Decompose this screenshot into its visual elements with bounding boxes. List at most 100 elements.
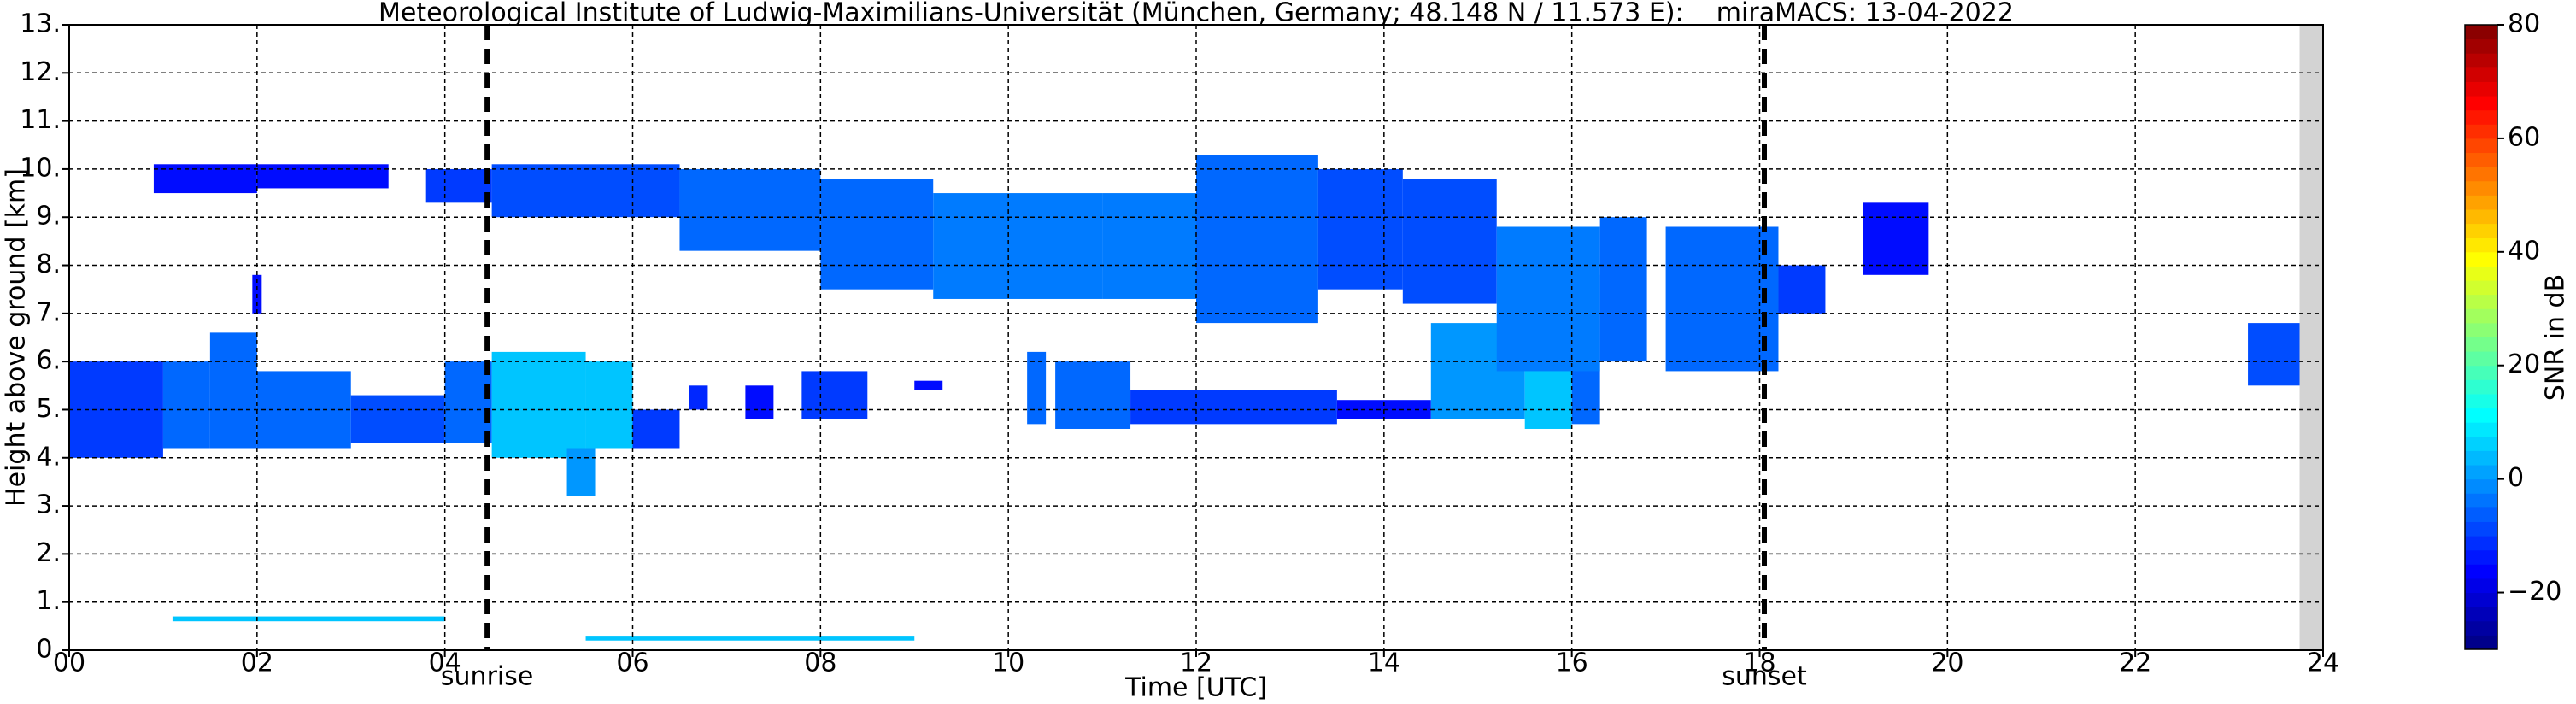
snr-cell [585, 636, 915, 641]
colorbar-swatch [2465, 422, 2497, 437]
colorbar-swatch [2465, 337, 2497, 352]
snr-cell [566, 448, 596, 496]
y-tick-label: 8. [36, 249, 61, 279]
colorbar-swatch [2465, 408, 2497, 423]
colorbar-tick-label: 40 [2508, 236, 2540, 266]
y-tick-label: 7. [36, 297, 61, 327]
colorbar-swatch [2465, 308, 2497, 324]
snr-cell [1317, 168, 1403, 290]
y-tick-label: 5. [36, 394, 61, 424]
colorbar-swatch [2465, 138, 2497, 154]
snr-cell [444, 361, 492, 443]
colorbar-swatch [2465, 592, 2497, 607]
colorbar-swatch [2465, 251, 2497, 267]
snr-cell [745, 385, 774, 419]
x-tick-label: 22 [2119, 648, 2151, 678]
colorbar-swatch [2465, 607, 2497, 622]
event-label: sunset [1722, 662, 1807, 692]
colorbar-swatch [2465, 124, 2497, 139]
x-tick-label: 24 [2307, 648, 2339, 678]
y-axis-label: Height above ground [km] [2, 168, 32, 507]
colorbar-swatch [2465, 38, 2497, 54]
snr-cell [1778, 265, 1826, 314]
y-tick-label: 6. [36, 346, 61, 376]
y-tick-label: 0. [36, 635, 61, 665]
x-tick-label: 16 [1556, 648, 1588, 678]
snr-cell [933, 193, 1103, 299]
colorbar-tick-label: 80 [2508, 9, 2540, 39]
snr-cell [1027, 351, 1047, 425]
colorbar-label: SNR in dB [2541, 274, 2571, 401]
colorbar-swatch [2465, 195, 2497, 210]
snr-cell [209, 332, 257, 449]
colorbar-swatch [2465, 393, 2497, 409]
colorbar-swatch [2465, 180, 2497, 196]
colorbar-frame [2464, 24, 2498, 650]
colorbar-swatch [2465, 351, 2497, 367]
colorbar-tick-label: 20 [2508, 349, 2540, 379]
y-tick-label: 1. [36, 586, 61, 616]
colorbar-swatch [2465, 521, 2497, 537]
x-tick-label: 08 [804, 648, 836, 678]
colorbar-swatch [2465, 280, 2497, 296]
x-tick-label: 04 [429, 648, 461, 678]
snr-cell [820, 179, 934, 290]
x-tick-label: 14 [1368, 648, 1400, 678]
colorbar-swatch [2465, 96, 2497, 111]
snr-cell [1402, 179, 1497, 304]
colorbar-swatch [2465, 564, 2497, 579]
colorbar-swatch [2465, 478, 2497, 494]
colorbar-swatch [2465, 620, 2497, 636]
x-axis-label: Time [UTC] [1124, 673, 1267, 703]
colorbar-swatch [2465, 536, 2497, 551]
snr-cell [679, 168, 821, 251]
y-tick-label: 4. [36, 442, 61, 472]
snr-cell [801, 371, 868, 419]
colorbar-tick-label: 0 [2508, 463, 2524, 493]
snr-cell [1055, 361, 1131, 429]
snr-cell [689, 385, 708, 410]
y-tick-label: 11. [20, 105, 61, 135]
snr-cell [914, 380, 943, 390]
y-tick-label: 2. [36, 538, 61, 568]
snr-cell [491, 164, 680, 218]
colorbar-swatch [2465, 379, 2497, 395]
colorbar-swatch [2465, 25, 2497, 40]
snr-cell [1496, 226, 1600, 372]
y-tick-label: 13. [20, 9, 61, 39]
colorbar-swatch [2465, 450, 2497, 466]
x-tick-label: 12 [1180, 648, 1212, 678]
colorbar-swatch [2465, 635, 2497, 650]
colorbar-swatch [2465, 223, 2497, 238]
colorbar-tick-label: 60 [2508, 122, 2540, 152]
colorbar-swatch [2465, 238, 2497, 253]
colorbar-swatch [2465, 436, 2497, 451]
x-tick-label: 00 [53, 648, 85, 678]
x-tick-label: 02 [241, 648, 273, 678]
y-tick-label: 10. [20, 153, 61, 183]
snr-cell [1130, 390, 1337, 425]
x-tick-label: 06 [616, 648, 648, 678]
colorbar-swatch [2465, 507, 2497, 522]
missing-data [2299, 25, 2323, 650]
colorbar-swatch [2465, 167, 2497, 182]
snr-cell [491, 351, 586, 458]
y-tick-label: 9. [36, 202, 61, 232]
plot-frame [68, 24, 2324, 651]
snr-cell [632, 409, 680, 449]
y-tick-label: 12. [20, 57, 61, 87]
snr-cell [256, 164, 389, 189]
chart-title: Meteorological Institute of Ludwig-Maxim… [378, 0, 2014, 28]
colorbar-swatch [2465, 578, 2497, 594]
colorbar-swatch [2465, 53, 2497, 68]
x-tick-label: 10 [992, 648, 1024, 678]
snr-cell [1196, 155, 1318, 324]
colorbar-swatch [2465, 152, 2497, 167]
snr-cell [1863, 202, 1929, 275]
colorbar-swatch [2465, 81, 2497, 97]
snr-cell [1102, 193, 1196, 299]
snr-cell [162, 361, 210, 449]
snr-cell [585, 361, 633, 449]
colorbar-tick-label: −20 [2508, 577, 2561, 607]
snr-cell [172, 616, 445, 622]
